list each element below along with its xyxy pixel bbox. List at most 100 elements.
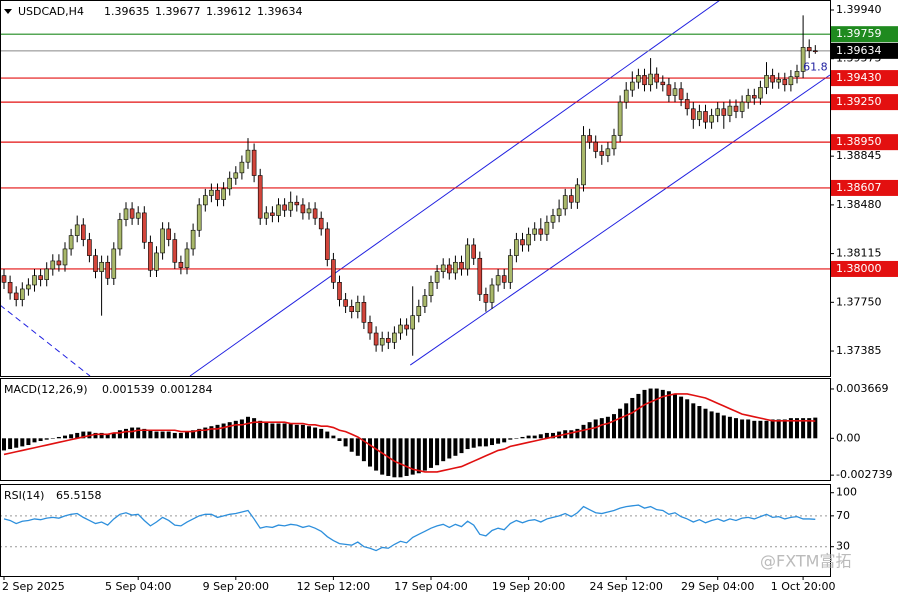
label-layer: 2 Sep 2025 5 Sep 04:00 9 Sep 20:00 12 Sep 1… — [2, 5, 898, 593]
candle-body — [709, 115, 714, 123]
macd-bar — [166, 431, 171, 439]
macd-bar — [319, 428, 324, 439]
macd-bar — [349, 438, 354, 452]
macd-bar — [490, 438, 494, 446]
rsi-value: 65.5158 — [56, 489, 102, 502]
candle-body — [404, 324, 409, 330]
candle-body — [745, 95, 751, 103]
level-label-box — [831, 70, 898, 87]
y-tick-label: 1.37385 — [836, 344, 882, 357]
candle-body — [666, 84, 672, 96]
header-arrow — [4, 9, 12, 14]
candle-body — [276, 204, 281, 216]
y-tick-label: 0.00 — [836, 431, 861, 444]
candle-body — [343, 299, 348, 307]
macd-bar — [593, 419, 598, 439]
macd-bar — [654, 388, 659, 439]
macd-bar — [746, 419, 751, 439]
macd-bar — [32, 438, 37, 443]
candle-body — [111, 248, 117, 279]
candle-body — [148, 241, 153, 271]
candle-body — [422, 295, 428, 307]
price-label-box — [831, 42, 898, 59]
macd-bar — [136, 427, 141, 439]
candle-body — [642, 75, 647, 86]
signal-line — [3, 393, 816, 473]
macd-bar — [483, 438, 488, 447]
candle-body — [32, 275, 37, 286]
macd-bar — [795, 418, 799, 439]
macd-bar — [502, 438, 507, 443]
candle-body — [19, 288, 25, 300]
candle-body — [727, 105, 733, 116]
macd-bar — [117, 430, 122, 439]
candle-body — [398, 324, 403, 334]
macd-bar — [471, 438, 476, 448]
macd-bar — [605, 416, 610, 439]
y-tick-label: 1.38115 — [836, 247, 882, 260]
candle-body — [233, 172, 239, 179]
candle-body — [507, 255, 513, 283]
price-panel-frame — [0, 0, 831, 377]
macd-bar — [368, 438, 372, 467]
candle-body — [629, 81, 635, 91]
candle-body — [105, 261, 110, 279]
macd-bar — [508, 438, 513, 440]
candle-body — [678, 88, 684, 100]
candle-body — [135, 212, 141, 219]
macd-title: MACD(12,26,9) — [4, 383, 88, 396]
candle-body — [514, 239, 519, 256]
macd-bar — [343, 438, 348, 447]
candle-body — [81, 224, 86, 240]
macd-bar — [233, 420, 238, 439]
candle-body — [758, 87, 763, 99]
candle-body — [593, 141, 599, 152]
macd-bar — [264, 422, 269, 439]
candle-body — [697, 111, 702, 120]
candle-body — [556, 208, 562, 216]
y-tick-label: 100 — [836, 486, 857, 499]
macd-bar — [727, 416, 732, 439]
candle-body — [465, 244, 470, 270]
macd-bar — [813, 417, 818, 439]
candle-body — [690, 108, 696, 120]
macd-bar — [630, 397, 635, 439]
macd-bar — [660, 389, 665, 439]
macd-bar — [105, 434, 110, 439]
macd-bar — [239, 419, 244, 439]
y-tick-label: 0.003669 — [836, 382, 889, 395]
candle-body — [532, 228, 538, 235]
macd-bar — [642, 389, 647, 439]
watermark: @FXTM富拓 — [760, 552, 851, 571]
macd-bar — [20, 438, 25, 447]
macd-bar — [404, 438, 409, 476]
macd-bar — [551, 432, 555, 439]
macd-bar — [69, 434, 74, 439]
candle-body — [87, 239, 92, 256]
candle-body — [172, 239, 178, 263]
x-tick-label: 5 Sep 04:00 — [105, 580, 171, 593]
macd-bar — [99, 432, 104, 439]
macd-bar — [93, 432, 98, 439]
level-label-box — [831, 26, 898, 43]
macd-bar — [581, 424, 586, 439]
candle-body — [68, 235, 74, 250]
candle-body — [605, 148, 611, 156]
macd-bar — [374, 438, 379, 471]
macd-bar — [520, 436, 525, 439]
macd-bar — [770, 419, 775, 439]
y-tick-label: -0.002739 — [836, 468, 892, 481]
macd-bar — [111, 432, 116, 439]
candle-body — [379, 338, 385, 346]
macd-bar — [807, 418, 812, 439]
candle-body — [196, 204, 202, 231]
candle-body — [538, 228, 544, 235]
macd-bar — [331, 435, 336, 439]
x-tick-label: 12 Sep 12:00 — [297, 580, 370, 593]
macd-bar — [441, 438, 446, 462]
candle-body — [544, 221, 550, 235]
candle-body — [623, 89, 629, 103]
candle-body — [587, 135, 592, 143]
candle-body — [684, 99, 690, 110]
macd-bar — [246, 416, 250, 439]
